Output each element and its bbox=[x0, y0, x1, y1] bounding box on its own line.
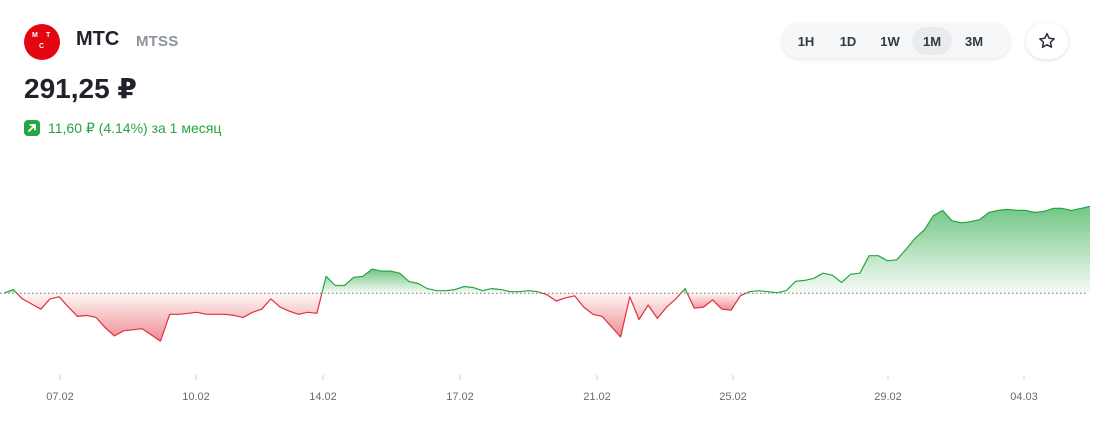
x-tick-label-6: 29.02 bbox=[874, 391, 902, 403]
ticker-symbol: MTSS bbox=[136, 33, 179, 50]
area-below-baseline-5 bbox=[687, 293, 746, 311]
x-tick-label-4: 21.02 bbox=[583, 391, 611, 403]
star-icon bbox=[1039, 32, 1055, 48]
tab-1m[interactable]: 1M bbox=[912, 27, 952, 55]
price-change: 11,60 ₽ (4.14%) за 1 месяц bbox=[24, 119, 221, 137]
x-tick-label-0: 07.02 bbox=[46, 391, 74, 403]
area-below-baseline-1 bbox=[16, 293, 322, 342]
price-chart: 07.02 10.02 14.02 17.02 21.02 25.02 29.02 04.03 bbox=[0, 205, 1091, 403]
x-tick-label-5: 25.02 bbox=[719, 391, 747, 403]
logo-letter-s: С bbox=[39, 43, 45, 50]
tab-1h[interactable]: 1H bbox=[797, 33, 815, 49]
company-name: МТС bbox=[76, 28, 120, 50]
area-above-baseline-6 bbox=[746, 206, 1090, 294]
price-line-down-5 bbox=[686, 292, 747, 311]
price-change-text: 11,60 ₽ (4.14%) за 1 месяц bbox=[48, 119, 222, 136]
stock-header: М Т С МТС MTSS 291,25 ₽ 11,60 ₽ (4.14%) … bbox=[0, 0, 1097, 150]
price-line-down-1 bbox=[16, 292, 323, 342]
tab-1w[interactable]: 1W bbox=[880, 33, 900, 49]
x-tick-label-3: 17.02 bbox=[446, 391, 474, 403]
tab-1d[interactable]: 1D bbox=[839, 33, 857, 49]
area-above-baseline-2 bbox=[321, 269, 543, 294]
area-below-baseline-3 bbox=[542, 293, 681, 337]
company-logo: М Т С bbox=[24, 24, 60, 60]
price-line-up-2 bbox=[321, 268, 543, 294]
arrow-up-right-icon bbox=[24, 120, 40, 136]
x-tick-label-7: 04.03 bbox=[1010, 391, 1038, 403]
tab-3m[interactable]: 3M bbox=[964, 33, 984, 49]
price-line-down-3 bbox=[542, 292, 682, 338]
x-tick-label-2: 14.02 bbox=[309, 391, 337, 403]
x-tick-label-1: 10.02 bbox=[182, 391, 210, 403]
price-line-up-4 bbox=[680, 288, 688, 294]
logo-letter-m: М bbox=[32, 32, 38, 39]
current-price: 291,25 ₽ bbox=[24, 73, 137, 104]
favorite-button[interactable] bbox=[1026, 23, 1068, 59]
price-line-up-0 bbox=[3, 289, 18, 294]
logo-letter-t: Т bbox=[46, 32, 51, 39]
time-range-tabs: 1H 1D 1W 1M 3M bbox=[782, 24, 1010, 58]
price-line-up-6 bbox=[745, 205, 1091, 294]
